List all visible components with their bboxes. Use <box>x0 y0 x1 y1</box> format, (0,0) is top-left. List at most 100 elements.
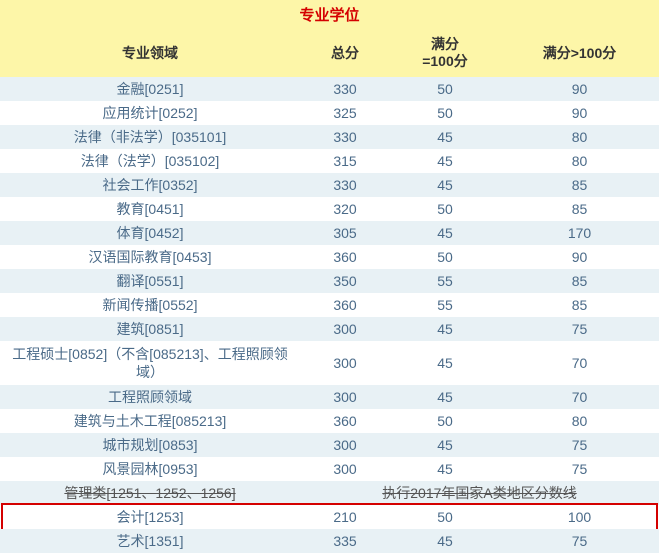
cell-score-100: 50 <box>390 247 500 267</box>
cell-total: 325 <box>300 103 390 123</box>
cell-score-100: 45 <box>390 353 500 373</box>
cell-score-100: 45 <box>390 459 500 479</box>
cell-score-gt100: 80 <box>500 411 659 431</box>
cell-total: 315 <box>300 151 390 171</box>
cell-score-gt100: 170 <box>500 223 659 243</box>
table-row: 法律（法学）[035102]3154580 <box>0 149 659 173</box>
cell-field: 翻译[0551] <box>0 269 300 293</box>
cell-score-gt100: 90 <box>500 79 659 99</box>
cell-score-100: 55 <box>390 295 500 315</box>
cell-total: 210 <box>300 507 390 527</box>
cell-score-gt100: 100 <box>500 507 659 527</box>
cell-field: 管理类[1251、1252、1256] <box>0 481 300 505</box>
cell-score-gt100: 75 <box>500 435 659 455</box>
table-row: 艺术[1351]3354575 <box>0 529 659 553</box>
cell-score-100: 45 <box>390 387 500 407</box>
table-row: 建筑[0851]3004575 <box>0 317 659 341</box>
table-row: 应用统计[0252]3255090 <box>0 101 659 125</box>
cell-field: 新闻传播[0552] <box>0 293 300 317</box>
cell-field: 法律（法学）[035102] <box>0 149 300 173</box>
header-col-100: 满分 =100分 <box>390 34 500 72</box>
cell-score-100: 50 <box>390 411 500 431</box>
cell-total: 320 <box>300 199 390 219</box>
cell-total: 300 <box>300 459 390 479</box>
cell-score-100: 45 <box>390 531 500 551</box>
cell-score-gt100: 80 <box>500 127 659 147</box>
cell-score-100: 50 <box>390 79 500 99</box>
cell-total: 300 <box>300 387 390 407</box>
cell-score-gt100: 85 <box>500 199 659 219</box>
header-col-field: 专业领域 <box>0 41 300 65</box>
table-row: 社会工作[0352]3304585 <box>0 173 659 197</box>
cell-field: 应用统计[0252] <box>0 101 300 125</box>
header-col-gt100: 满分>100分 <box>500 41 659 65</box>
cell-score-100: 45 <box>390 175 500 195</box>
cell-field: 社会工作[0352] <box>0 173 300 197</box>
cell-score-gt100: 85 <box>500 271 659 291</box>
cell-score-gt100: 90 <box>500 103 659 123</box>
cell-field: 城市规划[0853] <box>0 433 300 457</box>
table-row: 城市规划[0853]3004575 <box>0 433 659 457</box>
cell-score-100: 45 <box>390 127 500 147</box>
cell-score-100: 45 <box>390 435 500 455</box>
table-row: 法律（非法学）[035101]3304580 <box>0 125 659 149</box>
cell-field: 汉语国际教育[0453] <box>0 245 300 269</box>
cell-field: 法律（非法学）[035101] <box>0 125 300 149</box>
cell-field: 建筑与土木工程[085213] <box>0 409 300 433</box>
cell-score-100: 55 <box>390 271 500 291</box>
table-row: 会计[1253]21050100 <box>0 505 659 529</box>
cell-total: 300 <box>300 353 390 373</box>
table-title: 专业学位 <box>0 0 659 29</box>
cell-score-gt100: 70 <box>500 353 659 373</box>
table-row: 体育[0452]30545170 <box>0 221 659 245</box>
table-row: 风景园林[0953]3004575 <box>0 457 659 481</box>
cell-total: 335 <box>300 531 390 551</box>
cell-field: 建筑[0851] <box>0 317 300 341</box>
cell-score-gt100: 90 <box>500 247 659 267</box>
table-row: 管理类[1251、1252、1256]执行2017年国家A类地区分数线 <box>0 481 659 505</box>
cell-score-100: 50 <box>390 199 500 219</box>
cell-total: 330 <box>300 79 390 99</box>
score-table: 专业学位 专业领域 总分 满分 =100分 满分>100分 金融[0251]33… <box>0 0 659 553</box>
cell-score-gt100: 70 <box>500 387 659 407</box>
cell-score-gt100: 85 <box>500 295 659 315</box>
cell-score-gt100: 75 <box>500 531 659 551</box>
cell-total: 300 <box>300 319 390 339</box>
cell-score-100: 50 <box>390 507 500 527</box>
header-col-total: 总分 <box>300 41 390 65</box>
cell-total: 330 <box>300 127 390 147</box>
table-row: 建筑与土木工程[085213]3605080 <box>0 409 659 433</box>
table-row: 工程照顾领域3004570 <box>0 385 659 409</box>
table-row: 金融[0251]3305090 <box>0 77 659 101</box>
cell-field: 工程硕士[0852]（不含[085213]、工程照顾领域） <box>0 343 300 383</box>
cell-total: 300 <box>300 435 390 455</box>
cell-total: 330 <box>300 175 390 195</box>
cell-field: 艺术[1351] <box>0 529 300 553</box>
cell-field: 体育[0452] <box>0 221 300 245</box>
cell-total: 360 <box>300 411 390 431</box>
cell-total: 360 <box>300 295 390 315</box>
cell-score-100: 45 <box>390 223 500 243</box>
cell-score-gt100: 85 <box>500 175 659 195</box>
cell-field: 工程照顾领域 <box>0 385 300 409</box>
cell-merged-note: 执行2017年国家A类地区分数线 <box>300 481 659 505</box>
cell-total: 350 <box>300 271 390 291</box>
cell-score-100: 45 <box>390 151 500 171</box>
cell-score-gt100: 75 <box>500 459 659 479</box>
cell-score-100: 50 <box>390 103 500 123</box>
cell-total: 360 <box>300 247 390 267</box>
table-body: 金融[0251]3305090应用统计[0252]3255090法律（非法学）[… <box>0 77 659 553</box>
cell-score-gt100: 75 <box>500 319 659 339</box>
table-header-row: 专业领域 总分 满分 =100分 满分>100分 <box>0 29 659 77</box>
cell-field: 金融[0251] <box>0 77 300 101</box>
table-row: 教育[0451]3205085 <box>0 197 659 221</box>
cell-total: 305 <box>300 223 390 243</box>
table-row: 翻译[0551]3505585 <box>0 269 659 293</box>
cell-score-gt100: 80 <box>500 151 659 171</box>
table-row: 工程硕士[0852]（不含[085213]、工程照顾领域）3004570 <box>0 341 659 385</box>
table-row: 新闻传播[0552]3605585 <box>0 293 659 317</box>
cell-score-100: 45 <box>390 319 500 339</box>
cell-field: 教育[0451] <box>0 197 300 221</box>
table-row: 汉语国际教育[0453]3605090 <box>0 245 659 269</box>
cell-field: 会计[1253] <box>0 505 300 529</box>
